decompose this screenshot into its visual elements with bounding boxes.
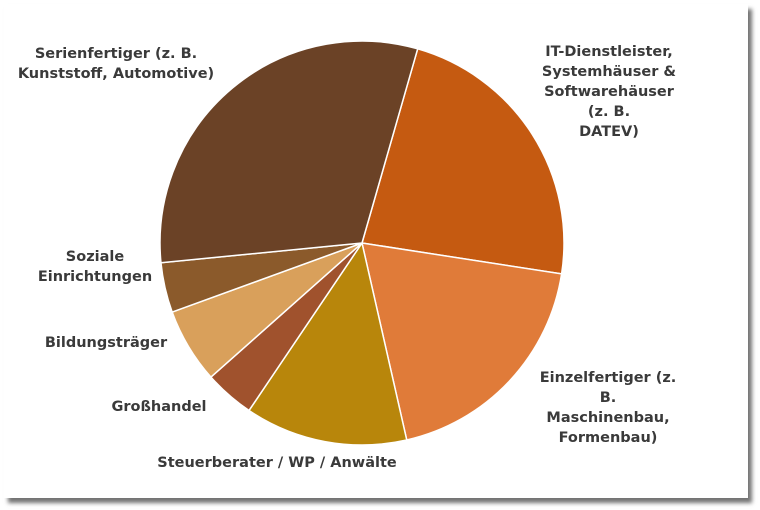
slice-label-serienfertiger: Serienfertiger (z. B. Kunststoff, Automo… <box>17 46 215 82</box>
pie-slice-1 <box>361 242 563 441</box>
slice-label-steuerberater: Steuerberater / WP / Anwälte <box>157 455 397 471</box>
pie-slice-2 <box>247 241 408 446</box>
slice-label-grosshandel: Großhandel <box>111 399 207 415</box>
pie-slice-6 <box>159 40 419 264</box>
slice-label-einzelfertiger: Einzelfertiger (z. B. Maschinenbau, Form… <box>539 370 677 446</box>
slice-label-it-dienstleister: IT-Dienstleister, Systemhäuser & Softwar… <box>541 44 677 140</box>
slice-label-soziale-einrichtungen: Soziale Einrichtungen <box>37 249 153 285</box>
slice-label-bildungstraeger: Bildungsträger <box>44 335 168 351</box>
pie-slice-0 <box>361 47 565 275</box>
